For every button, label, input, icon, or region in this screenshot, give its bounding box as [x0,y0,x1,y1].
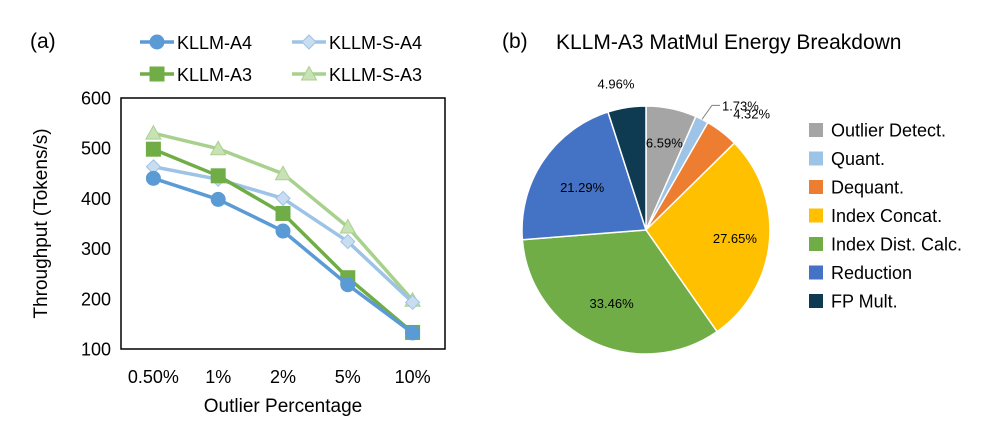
pie-legend-swatch-outlier-detect [809,123,823,137]
pie-slice-reduction [521,111,648,241]
pie-data-label-index-dist-calc: 33.46% [590,296,635,311]
legend-marker-kllm-a3 [149,66,165,82]
x-tick-label: 0.50% [128,367,179,387]
legend-marker-kllm-s-a3 [300,65,318,81]
data-point-kllm-a4 [145,170,161,186]
legend-label-kllm-s-a4: KLLM-S-A4 [329,33,422,53]
x-axis-label: Outlier Percentage [204,396,362,417]
pie-slice-index-concat [645,142,771,333]
pie-legend-swatch-dequant [809,180,823,194]
x-tick-label: 2% [270,367,296,387]
pie-slices [521,105,771,355]
pie-legend-label-dequant: Dequant. [831,178,904,198]
leader-line-quant [701,104,720,120]
pie-legend-entry-reduction: Reduction [809,263,912,283]
y-tick-label: 600 [81,89,111,109]
pie-chart: KLLM-A3 MatMul Energy Breakdown 6.59% 1.7… [521,31,962,355]
pie-data-label-outlier-detect: 6.59% [646,136,683,151]
x-axis-ticks: 0.50% 1% 2% 5% 10% [128,367,431,387]
pie-legend-entry-index-dist-calc: Index Dist. Calc. [809,235,962,255]
series-kllm-s-a3 [145,124,421,307]
legend-entry-kllm-a4: KLLM-A4 [140,33,252,53]
pie-slice-fp-mult [607,105,647,231]
y-axis-ticks: 100 200 300 400 500 600 [81,89,111,360]
pie-legend-swatch-index-dist-calc [809,237,823,251]
pie-legend-swatch-fp-mult [809,294,823,308]
pie-legend-label-index-dist-calc: Index Dist. Calc. [831,235,962,255]
data-point-kllm-a4 [210,191,226,207]
pie-data-label-reduction: 21.29% [560,180,605,195]
legend-entry-kllm-s-a4: KLLM-S-A4 [292,33,422,53]
y-axis-label: Throughput (Tokens/s) [31,128,52,318]
legend-entry-kllm-a3: KLLM-A3 [140,65,252,85]
pie-legend-entry-quant: Quant. [809,149,885,169]
x-tick-label: 5% [335,367,361,387]
line-chart: KLLM-A4 KLLM-S-A4 KLLM-A3 KLLM-S-A3 100 200 3… [31,33,446,417]
y-tick-label: 300 [81,239,111,259]
y-tick-label: 100 [81,340,111,360]
pie-chart-title: KLLM-A3 MatMul Energy Breakdown [556,31,902,54]
panel-label-b: (b) [502,30,528,53]
data-point-kllm-s-a4 [275,190,291,207]
pie-slice-index-dist-calc [521,229,719,355]
panel-label-a: (a) [30,30,56,53]
pie-legend-entry-dequant: Dequant. [809,178,904,198]
legend-marker-kllm-a4 [149,34,165,50]
pie-data-labels: 6.59% 1.73%4.32% 27.65% 33.46% 21.29% 4.96% [560,77,770,311]
legend-marker-kllm-s-a4 [301,34,317,50]
line-chart-legend: KLLM-A4 KLLM-S-A4 KLLM-A3 KLLM-S-A3 [140,33,422,85]
pie-legend-label-outlier-detect: Outlier Detect. [831,121,946,141]
x-tick-label: 10% [395,367,431,387]
plot-area-frame [120,97,446,350]
data-point-kllm-a4 [340,277,356,293]
y-tick-label: 400 [81,189,111,209]
pie-data-label-index-concat: 27.65% [713,231,758,246]
data-point-kllm-s-a4 [340,233,356,250]
pie-legend-label-quant: Quant. [831,149,885,169]
pie-legend-label-fp-mult: FP Mult. [831,292,898,312]
data-point-kllm-a4 [275,223,291,239]
legend-label-kllm-a3: KLLM-A3 [177,65,252,85]
data-point-kllm-a3 [145,141,161,157]
legend-label-kllm-a4: KLLM-A4 [177,33,252,53]
line-series-group [145,124,421,341]
pie-legend-entry-index-concat: Index Concat. [809,206,942,226]
x-tick-label: 1% [205,367,231,387]
data-point-kllm-s-a4 [404,294,421,311]
pie-legend-swatch-index-concat [809,208,823,223]
data-point-kllm-s-a3 [145,124,162,140]
pie-data-label-fp-mult: 4.96% [598,77,635,92]
data-point-kllm-s-a3 [209,140,227,156]
y-tick-label: 500 [81,139,111,159]
data-point-kllm-a3 [210,168,226,184]
y-tick-label: 200 [81,289,111,309]
pie-legend-entry-outlier-detect: Outlier Detect. [809,121,946,141]
series-kllm-a4 [145,170,421,341]
pie-legend-entry-fp-mult: FP Mult. [809,292,898,312]
legend-label-kllm-s-a3: KLLM-S-A3 [329,65,422,85]
data-point-kllm-s-a3 [274,165,292,181]
pie-legend-label-reduction: Reduction [831,263,912,283]
pie-data-label-quant: 1.73% [722,98,759,113]
pie-legend-swatch-quant [809,151,823,166]
pie-legend-label-index-concat: Index Concat. [831,206,942,226]
data-point-kllm-a4 [405,325,421,341]
pie-chart-legend: Outlier Detect. Quant. Dequant. Index Conca… [809,121,962,312]
data-point-kllm-s-a3 [339,218,357,234]
legend-entry-kllm-s-a3: KLLM-S-A3 [292,65,422,85]
pie-data-label-dequant: 4.32% [733,106,770,121]
pie-legend-swatch-reduction [809,265,823,280]
data-point-kllm-a3 [275,205,291,221]
